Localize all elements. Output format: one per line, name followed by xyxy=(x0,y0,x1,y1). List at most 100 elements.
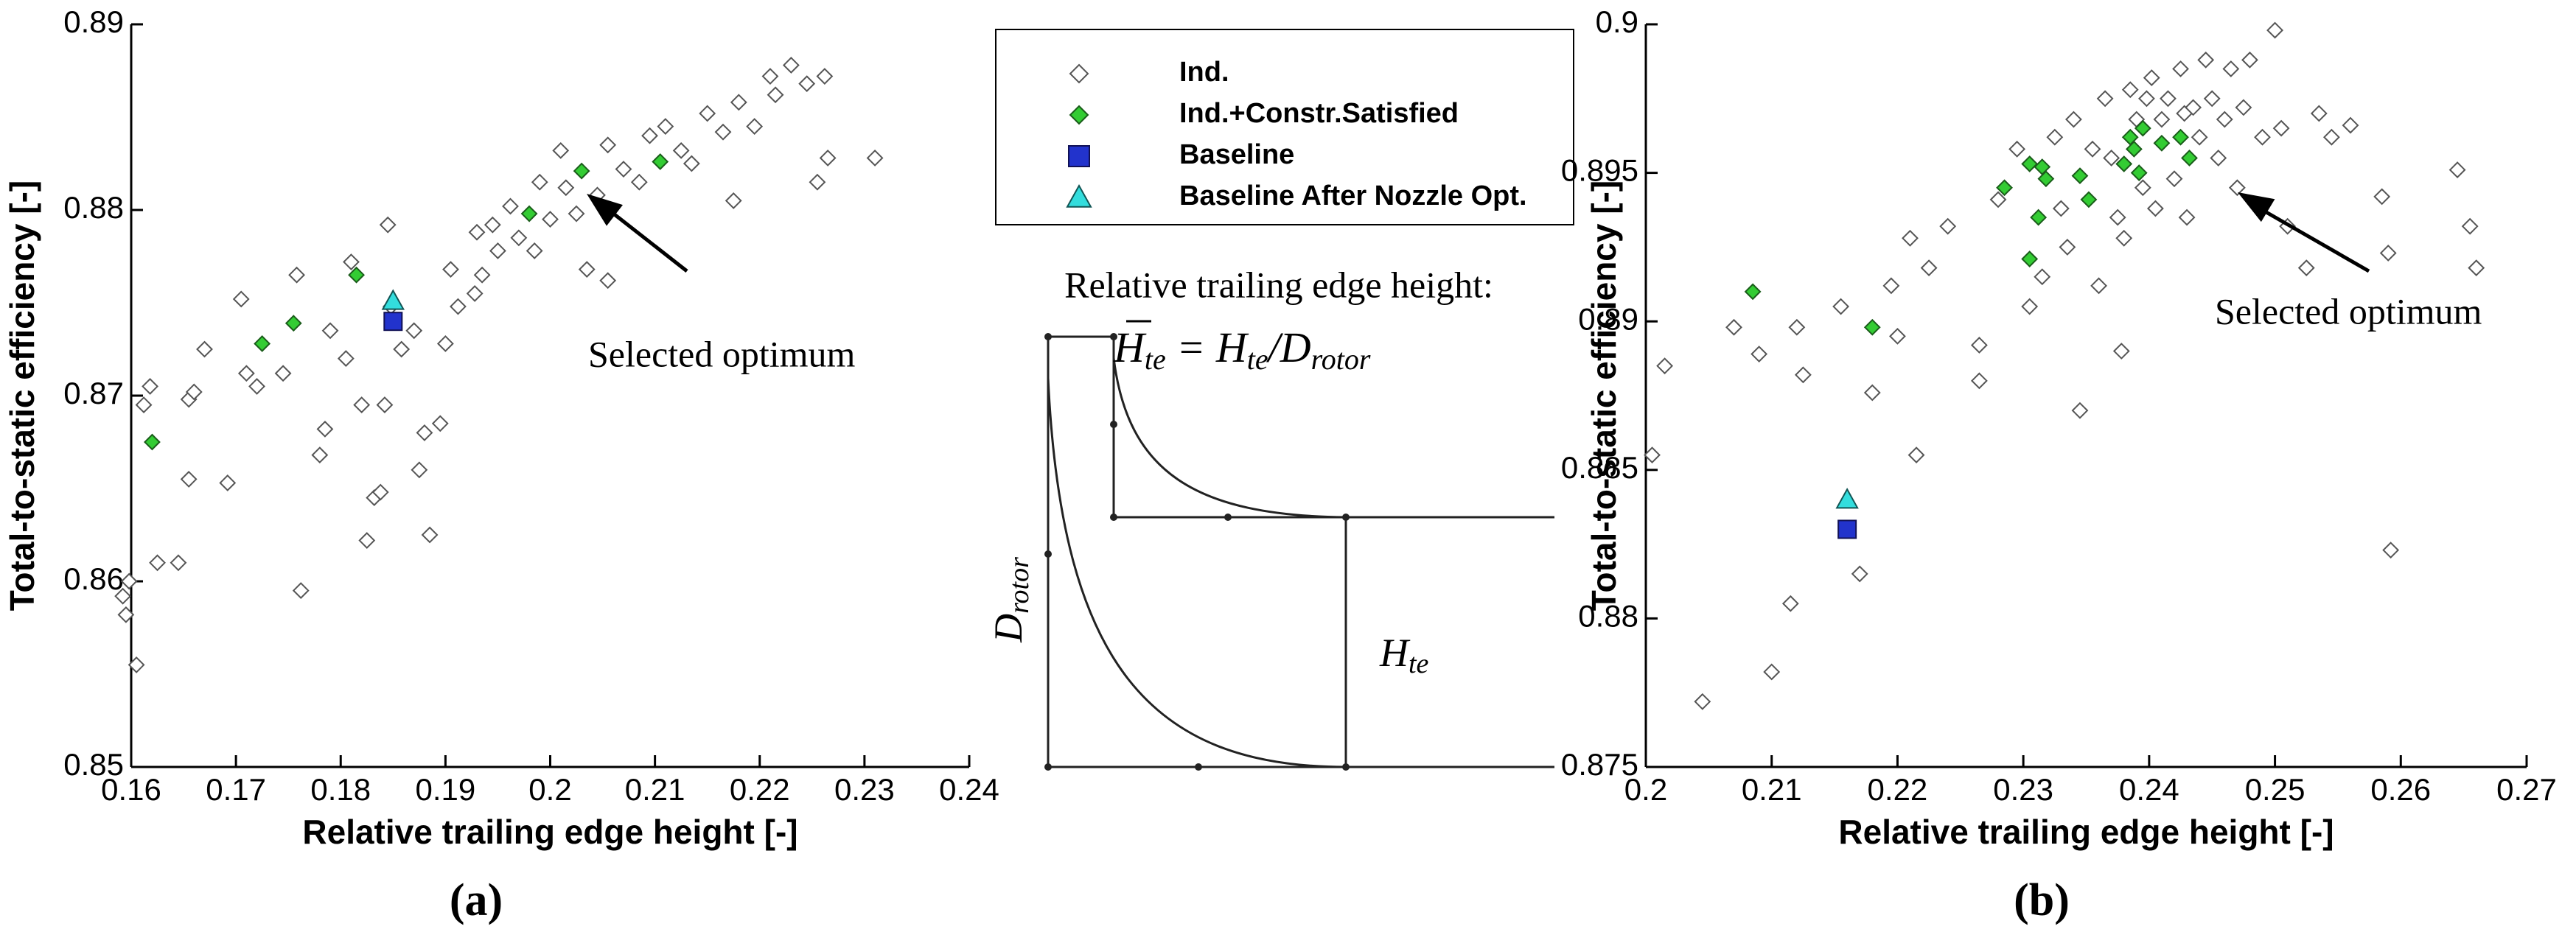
marker-diamond xyxy=(502,197,519,215)
marker-diamond xyxy=(2143,69,2160,86)
x-tick-label: 0.24 xyxy=(939,772,999,807)
marker-diamond xyxy=(552,141,570,159)
marker-diamond xyxy=(520,205,538,223)
annotation-arrow xyxy=(2258,206,2370,273)
marker-diamond xyxy=(185,383,203,401)
marker-diamond xyxy=(641,127,658,144)
marker-square xyxy=(383,312,403,332)
marker-triangle xyxy=(1066,183,1092,208)
marker-diamond xyxy=(761,68,779,85)
x-axis-label: Relative trailing edge height [-] xyxy=(1838,813,2334,851)
label-part: D xyxy=(986,614,1030,643)
diagram-curve xyxy=(1112,357,1347,519)
annotation: Selected optimum xyxy=(2215,290,2482,332)
marker-diamond xyxy=(2134,179,2151,197)
x-tick-label: 0.19 xyxy=(416,772,476,807)
marker-diamond xyxy=(2342,116,2359,134)
marker-diamond xyxy=(292,582,310,600)
marker-square xyxy=(1837,519,1857,539)
marker-triangle xyxy=(381,289,405,310)
marker-diamond xyxy=(2125,140,2143,158)
marker-diamond xyxy=(2065,111,2082,128)
marker-diamond xyxy=(2272,119,2290,137)
marker-diamond xyxy=(489,242,506,259)
marker-diamond xyxy=(1970,372,1988,390)
marker-diamond xyxy=(2130,164,2148,182)
marker-diamond xyxy=(1069,63,1089,84)
height-label: Hte xyxy=(1379,631,1429,679)
annotation-arrowhead xyxy=(587,194,623,226)
marker-diamond xyxy=(526,242,543,259)
x-tick-label: 0.22 xyxy=(730,772,790,807)
marker-diamond xyxy=(1788,318,1806,336)
marker-diamond xyxy=(180,470,198,488)
marker-diamond xyxy=(2021,250,2039,267)
marker-diamond xyxy=(411,461,428,479)
marker-diamond xyxy=(599,272,617,290)
marker-diamond xyxy=(2322,128,2340,146)
marker-diamond xyxy=(2241,51,2258,69)
marker-diamond xyxy=(1069,105,1089,125)
marker-diamond xyxy=(725,192,742,209)
marker-diamond xyxy=(393,340,411,358)
marker-diamond xyxy=(2172,128,2189,146)
marker-diamond xyxy=(1902,229,1919,247)
marker-diamond xyxy=(657,118,674,136)
annotation: Selected optimum xyxy=(588,333,856,374)
marker-diamond xyxy=(2134,119,2151,137)
marker-diamond xyxy=(371,483,389,501)
x-tick-label: 0.21 xyxy=(1742,772,1802,807)
marker-diamond xyxy=(376,396,394,414)
marker-diamond xyxy=(2153,111,2171,128)
marker-diamond xyxy=(2008,140,2026,158)
formula-sub: te xyxy=(1145,343,1166,376)
panel-label: (a) xyxy=(450,875,503,925)
legend-label: Baseline After Nozzle Opt. xyxy=(1179,181,1527,211)
marker-diamond xyxy=(730,94,747,111)
marker-diamond xyxy=(798,75,816,93)
marker-diamond xyxy=(2178,209,2196,226)
diagram-dots xyxy=(1044,333,1350,771)
x-tick-label: 0.21 xyxy=(625,772,685,807)
marker-diamond xyxy=(2090,277,2107,295)
marker-diamond xyxy=(2197,51,2215,69)
marker-diamond xyxy=(568,205,585,223)
x-tick-label: 0.25 xyxy=(2245,772,2306,807)
marker-diamond xyxy=(2216,111,2233,128)
marker-diamond xyxy=(431,415,449,432)
marker-diamond xyxy=(2266,21,2283,39)
y-tick-label: 0.85 xyxy=(63,747,124,782)
marker-diamond xyxy=(2115,229,2133,247)
marker-diamond xyxy=(348,266,365,284)
marker-diamond xyxy=(421,526,439,544)
x-tick-label: 0.26 xyxy=(2370,772,2431,807)
marker-diamond xyxy=(436,335,454,352)
marker-diamond xyxy=(248,377,265,395)
formula-part: H xyxy=(1113,323,1147,371)
marker-diamond xyxy=(196,340,213,358)
x-tick-label: 0.27 xyxy=(2496,772,2557,807)
marker-diamond xyxy=(316,420,334,438)
marker-diamond xyxy=(542,211,559,228)
marker-diamond xyxy=(237,365,255,382)
marker-diamond xyxy=(2191,128,2208,146)
marker-diamond xyxy=(2373,188,2391,206)
marker-diamond xyxy=(343,253,360,270)
marker-diamond xyxy=(142,377,158,395)
x-tick-label: 0.24 xyxy=(2119,772,2179,807)
annotation-arrow xyxy=(607,209,688,273)
marker-diamond xyxy=(1832,298,1850,315)
marker-diamond xyxy=(615,161,632,178)
x-tick-label: 0.22 xyxy=(1868,772,1928,807)
marker-diamond xyxy=(809,173,826,191)
marker-diamond xyxy=(578,261,596,278)
marker-diamond xyxy=(2103,150,2121,167)
marker-diamond xyxy=(2037,170,2055,188)
marker-diamond xyxy=(337,350,355,368)
marker-diamond xyxy=(1996,179,2013,197)
marker-diamond xyxy=(1751,346,1768,362)
label-sub: te xyxy=(1409,648,1429,679)
marker-diamond xyxy=(405,322,423,340)
legend-label: Ind.+Constr.Satisfied xyxy=(1179,98,1459,129)
y-tick-label: 0.89 xyxy=(1578,301,1638,336)
